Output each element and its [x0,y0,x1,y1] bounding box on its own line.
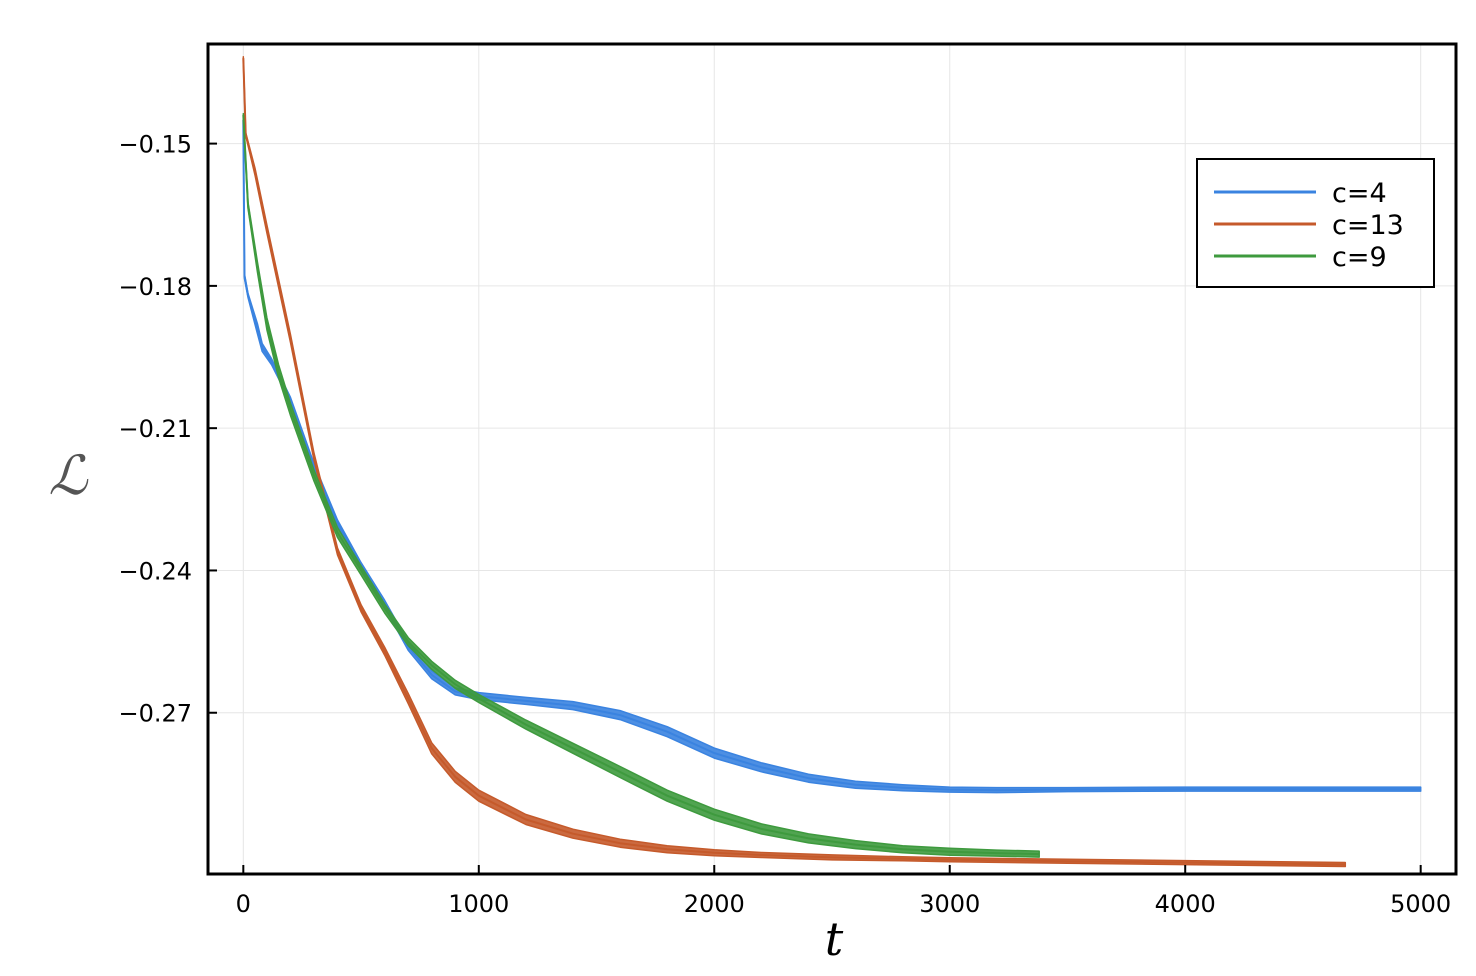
x-tick-label: 0 [236,890,251,918]
x-tick-label: 1000 [448,890,509,918]
series-line [242,115,1040,856]
axis-ticks: 0 1000 2000 3000 4000 5000 −0.15 −0.18 −0.21 −0.2… [118,131,1451,918]
series-layer [242,55,1422,868]
legend-label: c=13 [1332,210,1404,241]
y-tick-label: −0.18 [118,273,192,301]
x-tick-label: 2000 [684,890,745,918]
series-line [242,119,1421,792]
x-tick-label: 5000 [1390,890,1451,918]
legend-label: c=9 [1332,242,1387,273]
series-band [242,112,1040,858]
y-tick-label: −0.24 [118,557,192,585]
series-c-9 [242,112,1040,858]
x-tick-label: 4000 [1155,890,1216,918]
grid-lines [208,44,1456,874]
series-line [242,58,1346,866]
y-tick-label: −0.21 [118,415,192,443]
x-axis-title: t [825,912,844,966]
x-tick-label: 3000 [919,890,980,918]
legend: c=4c=13c=9 [1196,158,1435,288]
y-tick-label: −0.15 [118,131,192,159]
y-tick-label: −0.27 [118,700,192,728]
series-c-13 [242,55,1347,868]
legend-label: c=4 [1332,178,1387,209]
series-band [242,55,1347,868]
plot-frame [206,42,1458,876]
y-axis-title: ℒ [49,444,89,507]
